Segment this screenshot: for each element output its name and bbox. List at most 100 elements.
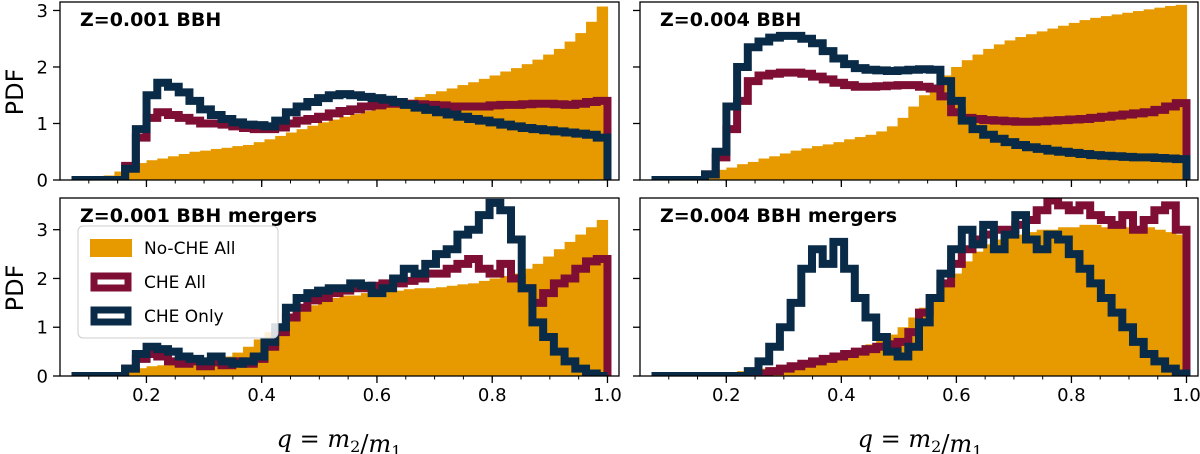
hist-bar-nocheall [210,358,223,376]
hist-bar-nocheall [865,134,877,180]
hist-bar-nocheall [553,48,566,180]
hist-bar-nocheall [446,88,459,180]
axes-frame [59,197,620,377]
hist-bar-nocheall [1036,229,1048,376]
hist-bar-nocheall [790,365,802,376]
hist-bar-nocheall [189,361,201,376]
hist-bar-nocheall [543,54,555,180]
hist-bar-nocheall [758,158,770,180]
hist-bar-nocheall [125,370,137,376]
hist-bar-nocheall [468,283,480,376]
hist-bar-nocheall [285,132,298,180]
hist-bar-nocheall [157,365,169,376]
hist-bar-nocheall [489,278,501,376]
hist-bar-nocheall [1122,12,1134,180]
hist-bar-nocheall [596,219,609,376]
hist-bar-nocheall [854,349,867,376]
hist-bar-nocheall [543,256,555,376]
hist-bar-nocheall [812,361,824,376]
hist-bar-nocheall [1068,227,1081,376]
hist-bar-nocheall [318,122,330,180]
hist-bar-nocheall [812,146,824,180]
hist-bar-nocheall [1047,229,1059,376]
hist-bar-nocheall [307,305,319,376]
hist-bar-nocheall [575,234,587,376]
hist-bar-nocheall [983,48,995,180]
hist-bar-nocheall [1132,11,1145,180]
panel-title: Z=0.004 BBH [660,9,801,31]
hist-bar-nocheall [532,59,544,180]
hist-bar-nocheall [146,160,158,180]
hist-bar-nocheall [929,297,941,376]
hist-bar-nocheall [393,290,405,376]
step-line-cheall [71,96,612,180]
hist-bar-nocheall [296,129,308,180]
hist-bar-nocheall [1079,224,1091,376]
hist-bar-nocheall [457,284,469,376]
x-tick-label: 1.0 [593,385,622,406]
xlabel-right: q = m2/m1 [858,425,983,454]
hist-bar-nocheall [275,135,287,180]
hist-bar-nocheall [801,148,813,180]
hist-bar-nocheall [983,244,995,376]
hist-bar-nocheall [1165,5,1177,180]
panels-layer: 0 1 2 3 Z=0.001 BBH Z=0.004 BBH 0.2 0.4 0.6 0.8 1.… [37,1,1200,406]
y-tick-label: 2 [37,269,48,290]
hist-bar-nocheall [1165,232,1177,376]
hist-bar-nocheall [876,339,888,376]
hist-bar-nocheall [178,154,191,180]
hist-bar-nocheall [822,144,835,180]
hist-bar-nocheall [940,285,952,376]
plot-area [71,198,612,376]
hist-bar-nocheall [232,146,244,180]
hist-bar-nocheall [360,293,373,376]
panel-4: 0.2 0.4 0.6 0.8 1.0 Z=0.004 BBH mergers [633,197,1200,406]
hist-bar-nocheall [478,78,491,180]
panel-3: 0.2 0.4 0.6 0.8 1.0 0 1 2 3 Z=0.001 BBH mergers [37,197,622,406]
hist-bar-nocheall [521,64,534,180]
hist-bar-nocheall [1100,16,1113,180]
hist-bar-nocheall [382,292,394,376]
panel-title: Z=0.004 BBH mergers [660,205,897,227]
hist-bar-nocheall [596,6,609,180]
hist-bar-nocheall [564,41,576,180]
hist-bar-nocheall [865,344,877,376]
hist-bar-nocheall [1175,234,1188,376]
hist-bar-nocheall [360,111,373,180]
hist-bar-nocheall [919,307,931,376]
hist-bar-nocheall [200,150,212,180]
hist-bar-nocheall [1058,227,1070,376]
x-tick-label: 0.4 [827,385,856,406]
hist-bar-nocheall [822,358,835,376]
x-tick-label: 0.2 [132,385,161,406]
hist-bar-nocheall [844,354,856,376]
plot-area [651,4,1191,180]
hist-bar-nocheall [854,137,867,180]
step-line-cheonly [651,31,1191,180]
hist-bar-nocheall [371,293,383,376]
hist-bar-nocheall [478,280,491,376]
hist-bar-nocheall [876,131,888,180]
hist-bar-nocheall [318,300,330,376]
hist-bar-nocheall [972,251,984,376]
hist-bar-nocheall [382,105,394,180]
hist-bar-nocheall [1079,20,1091,180]
hist-bar-nocheall [167,363,180,376]
hist-bar-nocheall [414,288,426,376]
x-tick-label: 0.6 [942,385,971,406]
hist-bar-nocheall [425,288,437,376]
hist-bar-nocheall [500,276,512,376]
hist-bar-nocheall [715,169,728,180]
hist-bar-nocheall [285,317,298,376]
xlabel-left: q = m2/m1 [277,425,402,454]
panel-2: Z=0.004 BBH [633,1,1199,187]
x-tick-label: 0.8 [478,385,507,406]
step-line-cheonly [651,211,1191,376]
hist-bar-nocheall [1132,229,1145,376]
plot-area [651,198,1191,376]
hist-bar-nocheall [328,297,341,376]
hist-bar-nocheall [339,295,351,376]
hist-bar-nocheall [919,95,931,180]
hist-bar-nocheall [726,167,738,180]
